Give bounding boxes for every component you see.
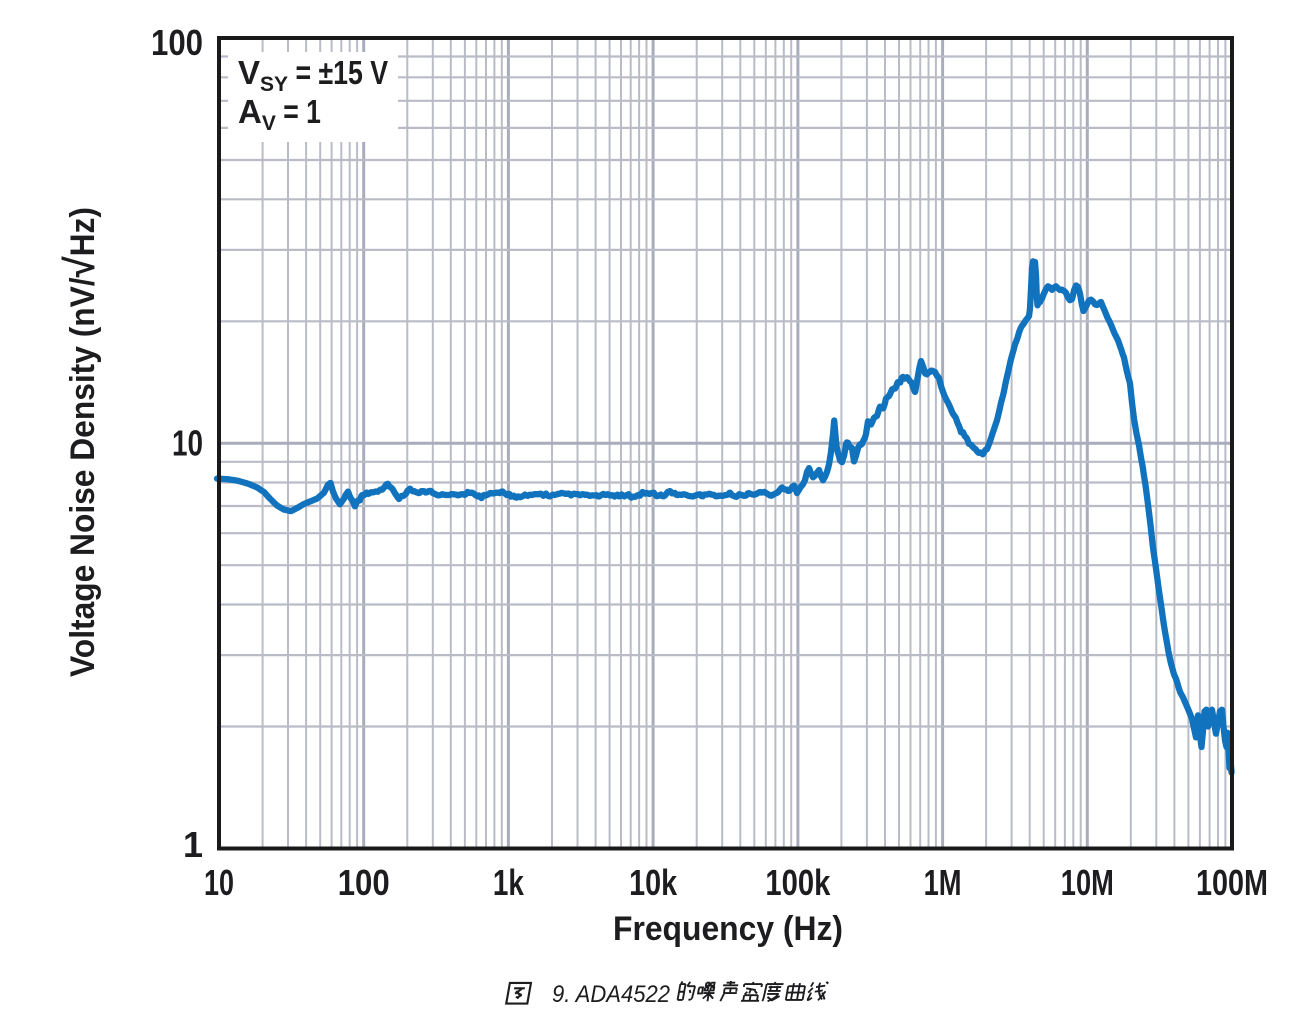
svg-text:100M: 100M (1196, 862, 1268, 903)
svg-text:10M: 10M (1061, 862, 1114, 903)
svg-text:Voltage Noise Density (nV/√Hz): Voltage Noise Density (nV/√Hz) (57, 207, 103, 677)
svg-text:1M: 1M (924, 862, 962, 903)
svg-text:1k: 1k (493, 862, 525, 903)
svg-text:10k: 10k (629, 862, 678, 903)
svg-text:10: 10 (204, 862, 234, 903)
svg-text:1: 1 (183, 824, 203, 865)
svg-text:Frequency (Hz): Frequency (Hz) (613, 910, 843, 948)
svg-text:9. ADA4522: 9. ADA4522 (552, 981, 670, 1008)
svg-text:AV = 1: AV = 1 (238, 93, 321, 135)
svg-text:100k: 100k (765, 862, 831, 903)
svg-text:100: 100 (151, 22, 203, 63)
svg-text:100: 100 (338, 862, 390, 903)
svg-text:10: 10 (172, 423, 203, 464)
